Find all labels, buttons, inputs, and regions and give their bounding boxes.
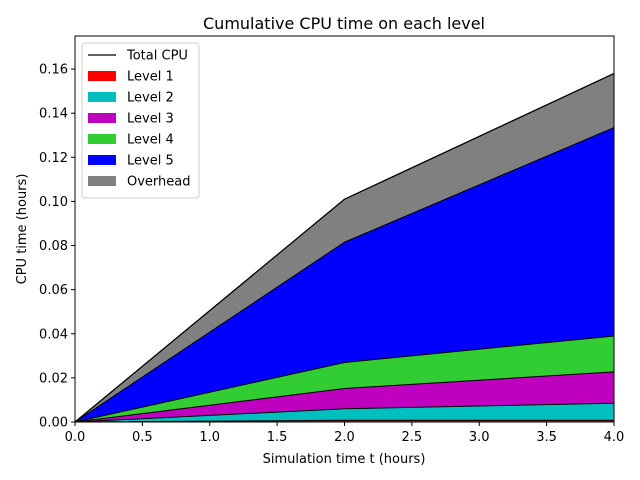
boundary-level-4 [74,335,615,423]
x-tick-label: 1.0 [199,430,220,445]
boundary-level-2 [74,402,615,423]
y-tick-label: 0.08 [39,239,68,254]
y-tick-label: 0.04 [39,327,68,342]
legend-swatch-level-3 [88,113,116,123]
y-tick-label: 0.00 [39,416,68,431]
area-level-2 [75,403,614,422]
y-tick-label: 0.06 [39,283,68,298]
legend-swatch-level-5 [88,155,116,165]
x-axis-label: Simulation time t (hours) [263,452,426,467]
x-tick-label: 2.5 [402,430,423,445]
y-tick-label: 0.02 [39,371,68,386]
y-tick-label: 0.16 [39,63,68,78]
y-tick-label: 0.12 [39,151,68,166]
series-boundaries [74,72,615,423]
x-tick-label: 3.0 [469,430,490,445]
x-tick-label: 0.0 [65,430,86,445]
x-tick-label: 1.5 [267,430,288,445]
legend-swatch-level-2 [88,92,116,102]
area-overhead [75,73,614,422]
legend-label-level-1: Level 1 [127,70,174,85]
stacked-areas [75,73,614,422]
area-level-3 [75,371,614,422]
legend-label-level-3: Level 3 [127,112,174,127]
area-level-4 [75,335,614,422]
y-axis-label: CPU time (hours) [15,174,30,285]
boundary-level-1 [74,419,614,423]
legend-label-level-4: Level 4 [127,133,174,148]
legend-label-total-cpu: Total CPU [126,49,188,64]
legend-swatch-level-1 [88,71,116,81]
total-cpu-line [74,72,615,423]
legend-label-overhead: Overhead [127,175,191,190]
legend-label-level-5: Level 5 [127,154,174,169]
chart-title: Cumulative CPU time on each level [203,14,485,33]
legend-swatch-overhead [88,176,116,186]
y-tick-label: 0.14 [39,107,68,122]
area-level-5 [75,127,614,422]
legend-label-level-2: Level 2 [127,91,174,106]
x-tick-label: 2.0 [334,430,355,445]
legend: Total CPU Level 1 Level 2 Level 3 Level 4 Lev… [81,42,200,199]
boundary-level-3 [74,371,615,423]
x-tick-label: 3.5 [536,430,557,445]
y-tick-label: 0.10 [39,195,68,210]
legend-swatch-level-4 [88,134,116,144]
plot-frame [74,35,615,423]
x-tick-label: 4.0 [604,430,625,445]
boundary-level-5 [74,127,615,423]
y-axis-ticks: 0.00 0.02 0.04 0.06 0.08 0.10 0.12 0.14 0.16 [39,63,75,431]
x-tick-label: 0.5 [132,430,153,445]
x-axis-ticks: 0.0 0.5 1.0 1.5 2.0 2.5 3.0 3.5 4.0 [65,422,625,445]
